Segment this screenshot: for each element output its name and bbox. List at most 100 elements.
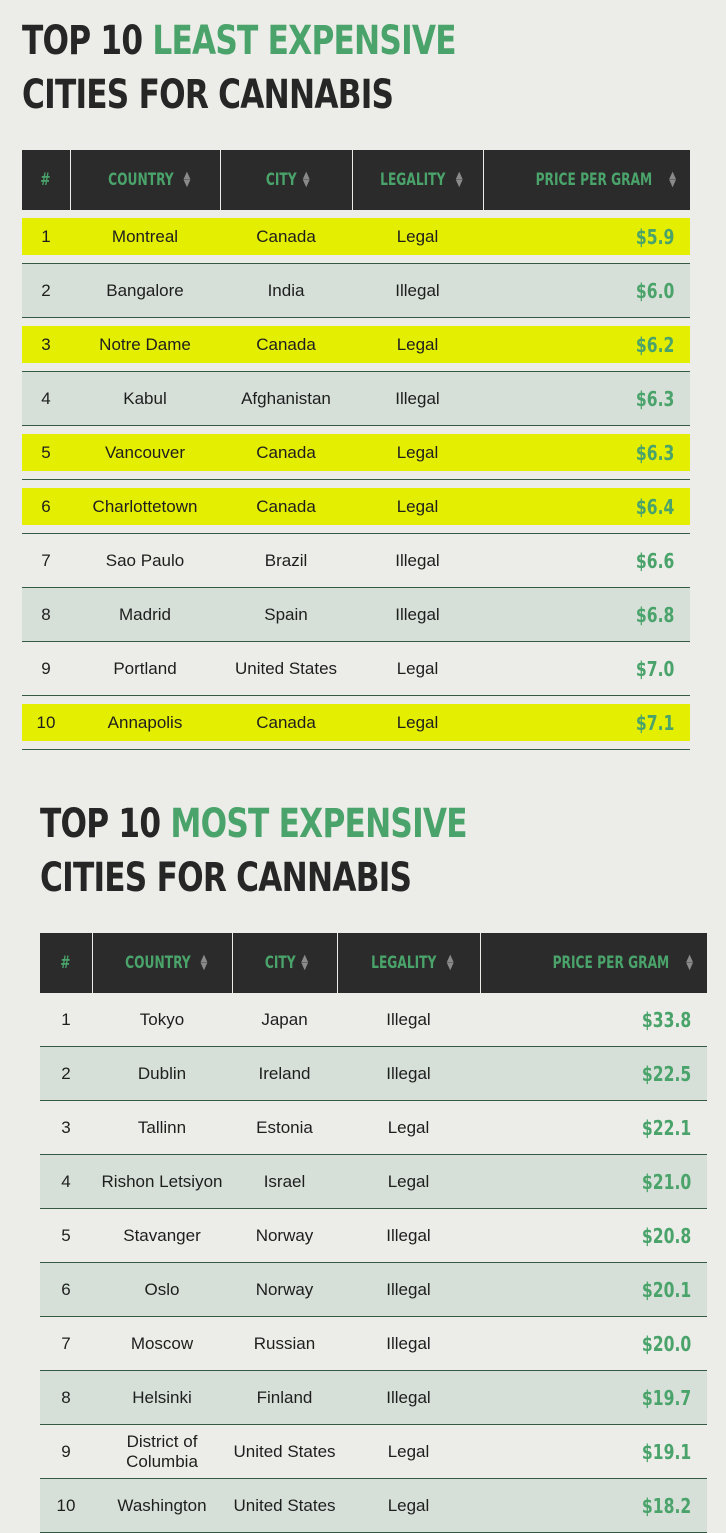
table-row: 3 Notre Dame Canada Legal $6.2 — [22, 317, 690, 372]
table-row: 8 Madrid Spain Illegal $6.8 — [22, 587, 690, 642]
table-row: 8 Helsinki Finland Illegal $19.7 — [40, 1370, 707, 1425]
cell-country: Dublin — [92, 1046, 232, 1101]
cell-rank: 6 — [22, 479, 70, 534]
column-header-legality[interactable]: LEGALITY ▲ ▼ — [337, 933, 481, 993]
cell-legality: Illegal — [352, 533, 483, 588]
cell-price: $22.1 — [480, 1100, 707, 1155]
cell-rank: 10 — [22, 695, 70, 750]
cell-legality: Legal — [337, 1424, 480, 1479]
cell-rank: 7 — [40, 1316, 92, 1371]
table-row: 10 Annapolis Canada Legal $7.1 — [22, 695, 690, 750]
price-value: $21.0 — [641, 1169, 691, 1194]
cell-city: Norway — [232, 1262, 337, 1317]
table-row: 4 Kabul Afghanistan Illegal $6.3 — [22, 371, 690, 426]
cell-rank: 4 — [22, 371, 70, 426]
cell-city: Estonia — [232, 1100, 337, 1155]
cell-legality: Legal — [337, 1100, 480, 1155]
cell-legality: Illegal — [337, 1316, 480, 1371]
column-header-city[interactable]: CITY ▲ ▼ — [220, 150, 353, 210]
cell-price: $18.2 — [480, 1478, 707, 1533]
title-prefix: TOP 10 — [22, 18, 153, 64]
title-accent: LEAST EXPENSIVE — [152, 18, 456, 64]
cell-rank: 1 — [40, 993, 92, 1047]
price-value: $19.1 — [641, 1439, 691, 1464]
cell-city: Israel — [232, 1154, 337, 1209]
cell-rank: 5 — [40, 1208, 92, 1263]
cell-country: Oslo — [92, 1262, 232, 1317]
cell-country: Charlottetown — [70, 479, 220, 534]
column-header-city[interactable]: CITY ▲ ▼ — [232, 933, 338, 993]
column-header-country[interactable]: COUNTRY ▲ ▼ — [92, 933, 233, 993]
cell-price: $5.9 — [483, 210, 690, 264]
cell-country: District of Columbia — [92, 1424, 232, 1479]
sort-updown-icon[interactable]: ▲ ▼ — [686, 953, 693, 972]
price-value: $20.1 — [641, 1277, 691, 1302]
table-row: 7 Moscow Russian Illegal $20.0 — [40, 1316, 707, 1371]
price-value: $6.4 — [635, 494, 674, 519]
cell-rank: 9 — [40, 1424, 92, 1479]
sort-updown-icon[interactable]: ▲ ▼ — [301, 953, 309, 972]
cell-country: Kabul — [70, 371, 220, 426]
cell-legality: Legal — [352, 695, 483, 750]
table-row: 9 Portland United States Legal $7.0 — [22, 641, 690, 696]
price-value: $20.8 — [641, 1223, 691, 1248]
sort-updown-icon[interactable]: ▲ ▼ — [200, 953, 208, 972]
cell-country: Helsinki — [92, 1370, 232, 1425]
cell-country: Tallinn — [92, 1100, 232, 1155]
column-header-label: PRICE PER GRAM — [535, 170, 653, 190]
cell-rank: 4 — [40, 1154, 92, 1209]
most-expensive-title: TOP 10 MOST EXPENSIVE CITIES FOR CANNABI… — [40, 797, 468, 905]
cell-country: Portland — [70, 641, 220, 696]
cell-price: $22.5 — [480, 1046, 707, 1101]
column-header-rank[interactable]: # — [40, 933, 93, 993]
column-header-label: PRICE PER GRAM — [552, 953, 670, 973]
column-header-rank[interactable]: # — [22, 150, 71, 210]
cell-legality: Illegal — [352, 263, 483, 318]
cell-rank: 6 — [40, 1262, 92, 1317]
column-header-label: # — [40, 170, 51, 190]
cell-legality: Illegal — [352, 371, 483, 426]
sort-updown-icon[interactable]: ▲ ▼ — [669, 170, 676, 189]
table-row: 5 Stavanger Norway Illegal $20.8 — [40, 1208, 707, 1263]
sort-updown-icon[interactable]: ▲ ▼ — [183, 170, 191, 189]
price-value: $6.3 — [635, 440, 674, 465]
cell-city: Afghanistan — [220, 371, 352, 426]
table-row: 6 Charlottetown Canada Legal $6.4 — [22, 479, 690, 534]
cell-rank: 9 — [22, 641, 70, 696]
cell-city: Russian — [232, 1316, 337, 1371]
column-header-price[interactable]: PRICE PER GRAM ▲ ▼ — [483, 150, 690, 210]
price-value: $22.1 — [641, 1115, 691, 1140]
cell-price: $7.1 — [483, 695, 690, 750]
table-row: 2 Bangalore India Illegal $6.0 — [22, 263, 690, 318]
column-header-label: # — [60, 953, 71, 973]
cell-city: United States — [232, 1424, 337, 1479]
cell-country: Notre Dame — [70, 317, 220, 372]
cell-city: United States — [232, 1478, 337, 1533]
cell-country: Bangalore — [70, 263, 220, 318]
column-header-country[interactable]: COUNTRY ▲ ▼ — [70, 150, 221, 210]
price-value: $18.2 — [641, 1493, 691, 1518]
cell-price: $6.3 — [483, 371, 690, 426]
column-header-legality[interactable]: LEGALITY ▲ ▼ — [352, 150, 484, 210]
cell-country: Washington — [92, 1478, 232, 1533]
cell-legality: Legal — [352, 479, 483, 534]
title-line2: CITIES FOR CANNABIS — [22, 72, 394, 118]
cell-rank: 8 — [22, 587, 70, 642]
column-header-price[interactable]: PRICE PER GRAM ▲ ▼ — [480, 933, 707, 993]
table-row: 6 Oslo Norway Illegal $20.1 — [40, 1262, 707, 1317]
cell-rank: 3 — [22, 317, 70, 372]
cell-city: Ireland — [232, 1046, 337, 1101]
title-prefix: TOP 10 — [40, 801, 171, 847]
table-row: 10 Washington United States Legal $18.2 — [40, 1478, 707, 1533]
cell-city: Spain — [220, 587, 352, 642]
sort-updown-icon[interactable]: ▲ ▼ — [302, 170, 310, 189]
price-value: $20.0 — [641, 1331, 691, 1356]
cell-legality: Legal — [352, 641, 483, 696]
sort-updown-icon[interactable]: ▲ ▼ — [446, 953, 454, 972]
table-row: 9 District of Columbia United States Legal $… — [40, 1424, 707, 1479]
cell-country: Madrid — [70, 587, 220, 642]
table-row: 5 Vancouver Canada Legal $6.3 — [22, 425, 690, 480]
cell-country: Stavanger — [92, 1208, 232, 1263]
sort-updown-icon[interactable]: ▲ ▼ — [455, 170, 463, 189]
cell-legality: Illegal — [337, 1046, 480, 1101]
